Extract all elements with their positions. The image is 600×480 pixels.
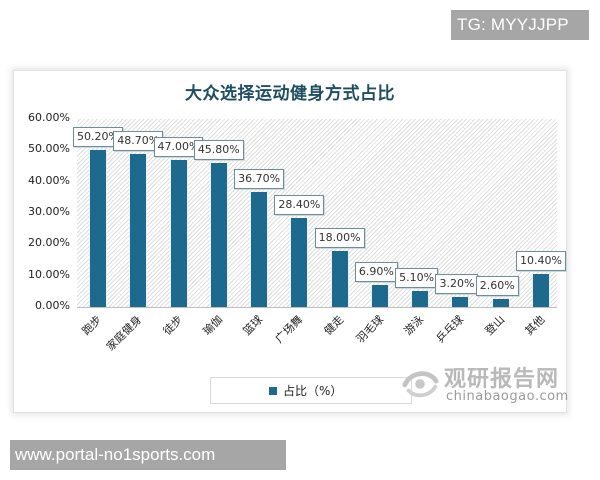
watermark-en: chinabaogao.com: [446, 389, 569, 404]
bar: [330, 250, 349, 307]
bar: [491, 298, 510, 307]
bar: [169, 159, 188, 307]
legend-label: 占比（%）: [283, 384, 343, 398]
data-label: 50.20%: [73, 126, 123, 147]
bar: [250, 192, 269, 307]
data-label: 5.10%: [395, 268, 439, 289]
watermark-cn: 观研报告网: [444, 367, 560, 392]
bar: [129, 154, 148, 307]
chart-title: 大众选择运动健身方式占比: [185, 84, 395, 104]
bar: [89, 149, 107, 307]
legend-swatch-icon: [269, 387, 277, 395]
bar: [411, 291, 430, 307]
y-tick-label: 60.00%: [28, 111, 70, 124]
chart-frame: 大众选择运动健身方式占比 0.00% 10.00% 20.00% 30.00% 40.0…: [13, 70, 569, 413]
data-label: 28.40%: [274, 195, 325, 215]
website-tag: www.portal-no1sports.com: [10, 440, 286, 470]
x-axis-line: [77, 307, 557, 308]
y-tick-label: 50.00%: [28, 142, 70, 156]
data-label: 10.40%: [516, 251, 566, 272]
bar: [451, 296, 470, 307]
bar: [209, 163, 228, 307]
data-label: 6.90%: [354, 262, 398, 283]
legend: 占比（%）: [210, 377, 412, 404]
data-label: 45.80%: [193, 140, 244, 161]
y-tick-label: 40.00%: [28, 173, 70, 187]
data-label: 47.00%: [153, 136, 204, 157]
y-tick-label: 20.00%: [28, 236, 70, 250]
data-label: 3.20%: [435, 273, 479, 294]
y-tick-label: 0.00%: [35, 299, 70, 312]
telegram-tag: TG: MYYJJPP: [451, 10, 589, 40]
y-tick-label: 10.00%: [28, 267, 70, 281]
bar: [370, 285, 389, 307]
bar: [290, 218, 309, 307]
y-tick-label: 30.00%: [28, 205, 70, 218]
eye-swirl-logo-icon: [402, 371, 439, 398]
data-label: 18.00%: [314, 227, 365, 248]
data-label: 36.70%: [234, 169, 285, 189]
bar: [532, 274, 550, 307]
data-label: 2.60%: [475, 275, 519, 296]
